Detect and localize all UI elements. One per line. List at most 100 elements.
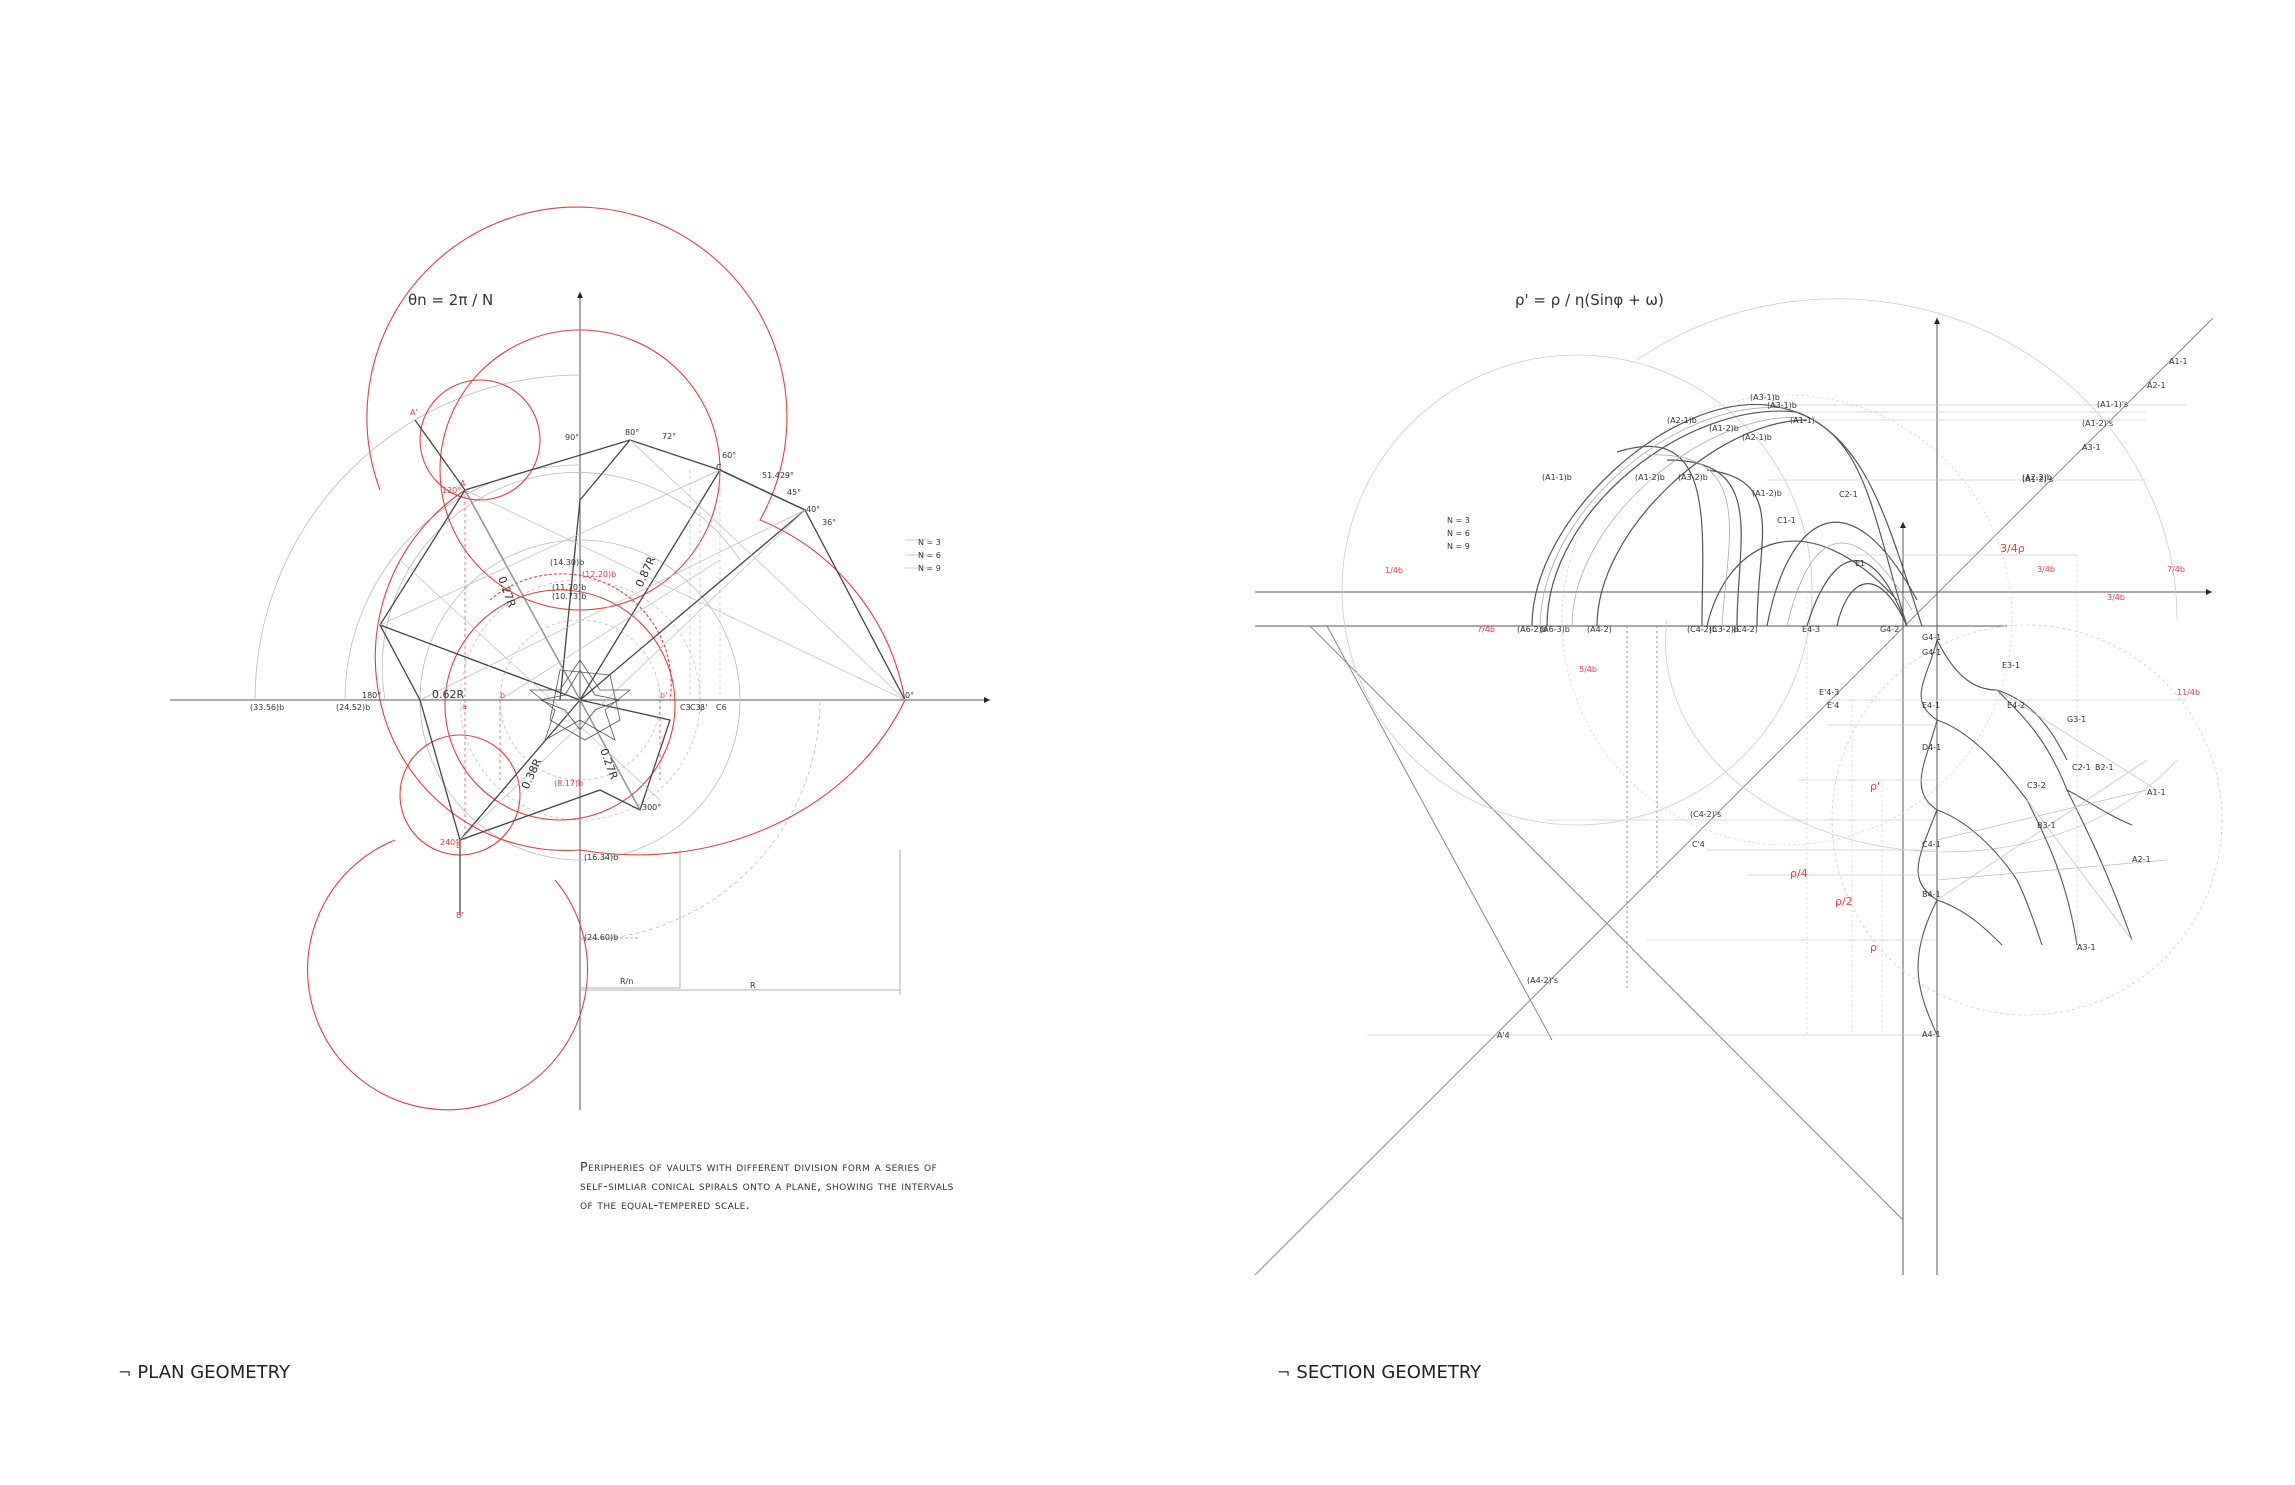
red-7-4b: 7/4b — [1477, 625, 1495, 634]
ratio-rho-prime: ρ' — [1870, 780, 1880, 793]
sect-legend-n6: N = 6 — [1447, 529, 1470, 538]
section-red-small: 1/4b 7/4b 5/4b 3/4b 3/4b 7/4b 11/4b — [1385, 565, 2200, 697]
right-g4-1b: G4-1 — [1922, 648, 1941, 657]
angle-180: 180° — [362, 691, 381, 700]
right-e3-1: E3-1 — [2002, 661, 2020, 670]
ratio-rho-4: ρ/4 — [1790, 867, 1808, 880]
dim-24-52: (24.52)b — [336, 703, 370, 712]
point-c: C — [716, 463, 722, 472]
left-e-prime-4: E'4 — [1827, 701, 1839, 710]
section-diagonals — [1254, 317, 2214, 1276]
right-e4-2: E4-2 — [2007, 701, 2025, 710]
plan-x-axis-labels: C3 C3 β' C6 — [680, 703, 727, 712]
section-ratio-labels: 3/4ρ ρ' ρ/4 ρ/2 ρ — [1790, 542, 2025, 954]
arch-a1-2a: (A1-2)b — [1709, 424, 1739, 433]
ratio-3-4-rho: 3/4ρ — [2000, 542, 2025, 555]
red-3-4b-b: 3/4b — [2107, 593, 2125, 602]
angle-51: 51.429° — [762, 471, 794, 480]
section-geometry-panel: ρ' = ρ / η(Sinφ + ω) — [1147, 0, 2295, 1485]
red-7-4b-b: 7/4b — [2167, 565, 2185, 574]
title-corner-mark: ¬ — [1277, 1363, 1291, 1382]
arch-a2-1b: (A2-1)b — [1742, 433, 1772, 442]
sect-legend-n3: N = 3 — [1447, 516, 1470, 525]
dim-12-20: (12.20)b — [582, 570, 616, 579]
section-right-labels: G4-1 G4-1 E4-1 E3-1 E4-2 G3-1 D4-1 C2-1 … — [1922, 633, 2166, 1039]
section-base-labels: (A6-2)b (A6-3)b (A4-2) (C4-2)b (C3-2)b (… — [1517, 625, 1899, 634]
base-g4-2: G4-2 — [1880, 625, 1899, 634]
point-a: A — [460, 479, 466, 488]
diag-a1-1: A1-1 — [2169, 357, 2188, 366]
arch-a1-2c: (A1-2)b — [1752, 489, 1782, 498]
section-wave-guides — [1936, 689, 2168, 941]
plan-angle-labels: 90° 80° 72° 60° 51.429° 45° 40° 36° 0° 1… — [362, 428, 914, 847]
right-c4-1: C4-1 — [1922, 840, 1941, 849]
angle-300: 300° — [642, 803, 661, 812]
right-g4-1a: G4-1 — [1922, 633, 1941, 642]
dim-24-60: (24.60)b — [584, 933, 618, 942]
right-c3-2: C3-2 — [2027, 781, 2046, 790]
base-a6-3: (A6-3)b — [1540, 625, 1570, 634]
dim-0-38r: 0.38R — [519, 756, 545, 791]
left-c-prime-4: C'4 — [1692, 840, 1705, 849]
base-c3-2: (C3-2)b — [1709, 625, 1739, 634]
right-c2-1: C2-1 — [2072, 763, 2091, 772]
diag-a2-1: A2-1 — [2147, 381, 2166, 390]
arch-a1-2b: (A1-2)b — [1635, 473, 1665, 482]
arch-a2-1a: (A2-1)b — [1667, 416, 1697, 425]
plan-geometry-panel: θn = 2π / N — [0, 0, 1147, 1485]
red-11-4b: 11/4b — [2177, 688, 2200, 697]
section-diag-labels: A1-1 A2-1 (A1-1)'s (A1-2)'s A3-1 (A1-2)'… — [2022, 357, 2188, 484]
left-e-prime-4-3: E'4-3 — [1819, 688, 1839, 697]
arch-e1: E1 — [1855, 559, 1865, 568]
plan-caption: Peripheries of vaults with different div… — [580, 1159, 954, 1212]
red-3-4b-a: 3/4b — [2037, 565, 2055, 574]
title-corner-mark: ¬ — [118, 1363, 132, 1382]
diag-a1-2s: (A1-2)'s — [2082, 419, 2113, 428]
plan-diagram: 90° 80° 72° 60° 51.429° 45° 40° 36° 0° 1… — [170, 206, 990, 1111]
left-a-prime-4: A'4 — [1497, 1031, 1510, 1040]
angle-72: 72° — [662, 432, 676, 441]
arch-c1-1: C1-1 — [1777, 516, 1796, 525]
right-a3-1: A3-1 — [2077, 943, 2096, 952]
sect-legend-n9: N = 9 — [1447, 542, 1470, 551]
plan-construction-lines — [379, 439, 930, 841]
point-lower-b: b — [500, 691, 505, 700]
dim-11-70: (11.70)b — [552, 583, 586, 592]
angle-60: 60° — [722, 451, 736, 460]
section-horizontal-guides — [1367, 404, 2187, 1036]
right-a4-1: A4-1 — [1922, 1030, 1941, 1039]
right-b3-1: B3-1 — [2037, 821, 2056, 830]
dim-14-30: (14.30)b — [550, 558, 584, 567]
legend-n3: N = 3 — [918, 538, 941, 547]
base-e4-3: E4-3 — [1802, 625, 1820, 634]
red-1-4b: 1/4b — [1385, 566, 1403, 575]
dim-0-27r-b: 0.27R — [597, 747, 620, 782]
arch-a3-1a: (A3-1)b — [1750, 393, 1780, 402]
section-formula: ρ' = ρ / η(Sinφ + ω) — [1515, 291, 1664, 309]
section-wave-curves — [1917, 639, 2133, 1036]
arch-c2-1: C2-1 — [1839, 490, 1858, 499]
dim-r-over-n: R/n — [620, 977, 633, 986]
x-c6: C6 — [716, 703, 727, 712]
right-g3-1: G3-1 — [2067, 715, 2086, 724]
dim-0-62r: 0.62R — [432, 688, 464, 701]
diag-a1-2s-b: (A1-2)'s — [2022, 475, 2053, 484]
angle-80: 80° — [625, 428, 639, 437]
right-b4-1: B4-1 — [1922, 890, 1941, 899]
point-b: B — [456, 841, 462, 850]
arch-a3-1b: (A3-1)b — [1767, 401, 1797, 410]
base-a4-2: (A4-2) — [1587, 625, 1612, 634]
section-left-labels: E'4-3 E'4 (C4-2)'s C'4 (A4-2)'s A'4 — [1497, 688, 1839, 1040]
point-b-prime-lower: b' — [660, 691, 667, 700]
plan-dimension-lines — [580, 850, 901, 995]
left-a4-2s: (A4-2)'s — [1527, 976, 1558, 985]
angle-240: 240° — [440, 838, 459, 847]
dim-16-34: (16.34)b — [584, 853, 618, 862]
angle-90: 90° — [565, 433, 579, 442]
section-title: ¬ SECTION GEOMETRY — [1277, 1362, 1481, 1383]
red-5-4b: 5/4b — [1579, 665, 1597, 674]
x-c3-a: C3 — [680, 703, 691, 712]
right-a2-1: A2-1 — [2132, 855, 2151, 864]
section-diagram: N = 3 N = 6 N = 9 (A3-1)b (A3-1)b (A2-1)… — [1254, 298, 2223, 1276]
arch-a1-1: (A1-1) — [1790, 416, 1815, 425]
